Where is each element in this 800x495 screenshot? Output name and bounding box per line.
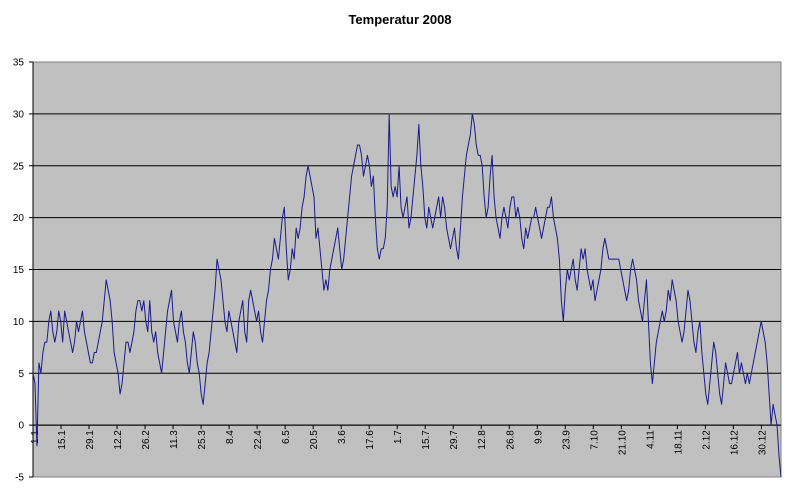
x-tick-label: 1.1 <box>30 430 41 444</box>
x-axis-tick-labels: 1.1 15.1 29.1 12.2 26.2 11.3 25.3 8.4 22.4 6.5 20.… <box>30 425 768 455</box>
x-tick-label: 6.5 <box>281 430 292 444</box>
x-tick-label: 16.12 <box>729 430 740 455</box>
x-tick-label: 18.11 <box>673 430 684 455</box>
x-tick-label: 3.6 <box>337 430 348 444</box>
x-tick-label: 9.9 <box>533 430 544 444</box>
y-tick-label: 25 <box>13 161 25 172</box>
x-tick-label: 2.12 <box>701 430 712 450</box>
y-tick-label: 30 <box>13 109 25 120</box>
x-tick-label: 29.1 <box>85 430 96 450</box>
x-tick-label: 15.7 <box>421 430 432 450</box>
y-tick-label: 10 <box>13 317 25 328</box>
y-tick-label: 35 <box>13 58 25 69</box>
series-layer <box>32 113 782 478</box>
x-tick-label: 12.2 <box>113 430 124 450</box>
x-tick-label: 26.8 <box>505 430 516 450</box>
x-tick-label: 17.6 <box>365 430 376 450</box>
x-tick-label: 11.3 <box>169 430 180 449</box>
x-tick-label: 1.7 <box>393 430 404 444</box>
x-tick-label: 4.11 <box>645 430 656 449</box>
x-tick-label: 29.7 <box>449 430 460 450</box>
y-tick-label: -5 <box>15 473 24 484</box>
x-tick-label: 8.4 <box>225 430 236 444</box>
chart-title: Temperatur 2008 <box>348 12 452 27</box>
series-line-temperature <box>32 113 782 478</box>
x-tick-label: 25.3 <box>197 430 208 450</box>
x-tick-label: 15.1 <box>57 430 68 450</box>
x-tick-label: 23.9 <box>561 430 572 450</box>
x-tick-label: 7.10 <box>589 430 600 450</box>
y-tick-label: 0 <box>18 421 24 432</box>
y-tick-label: 15 <box>13 265 25 276</box>
y-axis-tick-labels: -5 0 5 10 15 20 25 30 35 <box>13 58 33 484</box>
y-tick-label: 5 <box>18 369 24 380</box>
x-tick-label: 26.2 <box>141 430 152 450</box>
x-tick-label: 22.4 <box>253 430 264 450</box>
y-tick-label: 20 <box>13 213 25 224</box>
x-tick-label: 12.8 <box>477 430 488 450</box>
x-tick-label: 30.12 <box>757 430 768 455</box>
x-tick-label: 21.10 <box>617 430 628 455</box>
x-tick-label: 20.5 <box>309 430 320 450</box>
